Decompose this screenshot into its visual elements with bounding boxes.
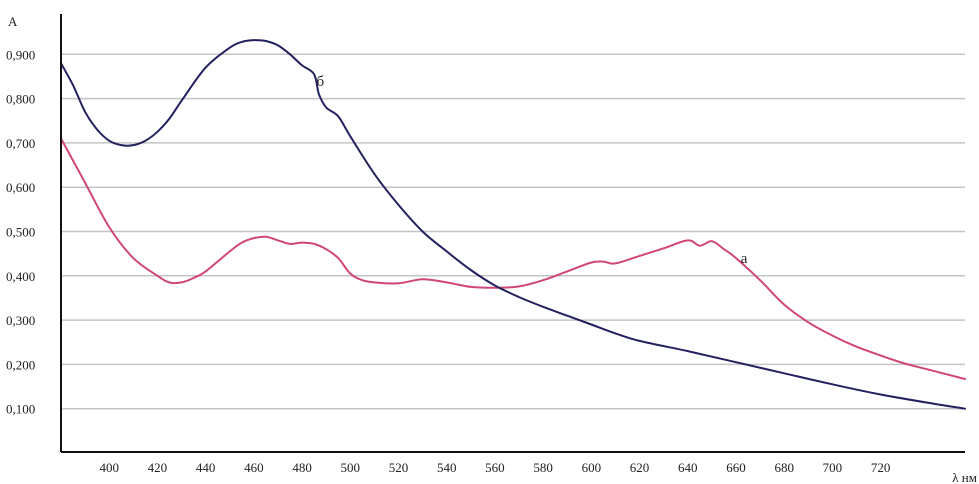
y-tick-label: 0,200	[6, 357, 35, 372]
x-tick-label: 460	[244, 460, 264, 475]
series-label-b: б	[317, 74, 325, 90]
y-axis-label: А	[8, 14, 18, 29]
x-tick-label: 580	[533, 460, 553, 475]
x-tick-label: 400	[99, 460, 119, 475]
x-tick-label: 560	[485, 460, 505, 475]
x-tick-label: 680	[774, 460, 794, 475]
y-tick-label: 0,300	[6, 313, 35, 328]
y-tick-label: 0,600	[6, 180, 35, 195]
x-tick-label: 480	[292, 460, 312, 475]
series-lines	[60, 39, 966, 410]
gridlines	[61, 53, 965, 410]
x-tick-label: 500	[341, 460, 361, 475]
x-tick-label: 540	[437, 460, 457, 475]
y-tick-label: 0,700	[6, 136, 35, 151]
series-label-a: а	[741, 251, 748, 267]
x-axis-label: λ нм	[952, 470, 977, 484]
x-tick-label: 640	[678, 460, 698, 475]
y-tick-label: 0,100	[6, 402, 35, 417]
series-line-a	[60, 137, 966, 380]
x-tick-label: 520	[389, 460, 409, 475]
x-tick-label: 600	[582, 460, 602, 475]
x-tick-label: 420	[148, 460, 168, 475]
y-tick-labels: 0,100 0,200 0,300 0,400 0,500 0,600 0,700 0,800…	[6, 47, 35, 416]
x-tick-label: 440	[196, 460, 216, 475]
x-tick-label: 620	[630, 460, 650, 475]
series-line-b	[60, 39, 966, 410]
x-tick-label: 720	[871, 460, 891, 475]
y-tick-label: 0,400	[6, 269, 35, 284]
x-tick-labels: 400 420 440 460 480 500 520 540 560 580 600 620 640 6…	[99, 460, 890, 475]
x-tick-label: 660	[726, 460, 746, 475]
y-tick-label: 0,500	[6, 225, 35, 240]
y-tick-label: 0,900	[6, 47, 35, 62]
curve-labels: аб	[317, 74, 748, 267]
axes	[60, 14, 965, 453]
x-tick-label: 700	[823, 460, 843, 475]
y-tick-label: 0,800	[6, 92, 35, 107]
